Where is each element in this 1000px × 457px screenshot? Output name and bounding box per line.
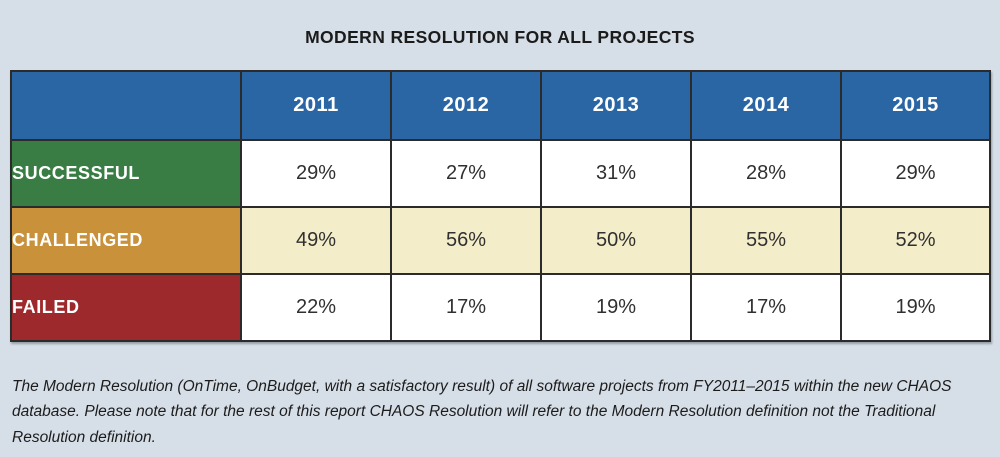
data-cell-failed-2015: 19% [840,273,991,342]
data-cell-failed-2014: 17% [690,273,842,342]
table-row-challenged: CHALLENGED 49% 56% 50% 55% 52% [10,206,991,275]
data-cell-successful-2012: 27% [390,139,542,208]
column-header-2014: 2014 [690,70,842,141]
figure-title: MODERN RESOLUTION FOR ALL PROJECTS [305,27,695,47]
data-cell-challenged-2011: 49% [240,206,392,275]
data-cell-failed-2012: 17% [390,273,542,342]
data-cell-failed-2011: 22% [240,273,392,342]
column-header-2012: 2012 [390,70,542,141]
column-header-2011: 2011 [240,70,392,141]
figure-caption: The Modern Resolution (OnTime, OnBudget,… [12,378,952,446]
table-row-successful: SUCCESSFUL 29% 27% 31% 28% 29% [10,139,991,208]
resolution-table: 2011 2012 2013 2014 2015 SUCCESSFUL 29% … [10,70,991,342]
data-cell-successful-2013: 31% [540,139,692,208]
row-label-challenged: CHALLENGED [10,206,242,275]
data-cell-challenged-2013: 50% [540,206,692,275]
data-cell-challenged-2012: 56% [390,206,542,275]
table-header-row: 2011 2012 2013 2014 2015 [10,70,991,141]
data-cell-failed-2013: 19% [540,273,692,342]
column-header-2015: 2015 [840,70,991,141]
data-cell-challenged-2014: 55% [690,206,842,275]
column-header-2013: 2013 [540,70,692,141]
corner-cell [10,70,242,141]
row-label-successful: SUCCESSFUL [10,139,242,208]
data-cell-successful-2014: 28% [690,139,842,208]
data-cell-successful-2015: 29% [840,139,991,208]
row-label-failed: FAILED [10,273,242,342]
data-cell-challenged-2015: 52% [840,206,991,275]
data-cell-successful-2011: 29% [240,139,392,208]
table-row-failed: FAILED 22% 17% 19% 17% 19% [10,273,991,342]
